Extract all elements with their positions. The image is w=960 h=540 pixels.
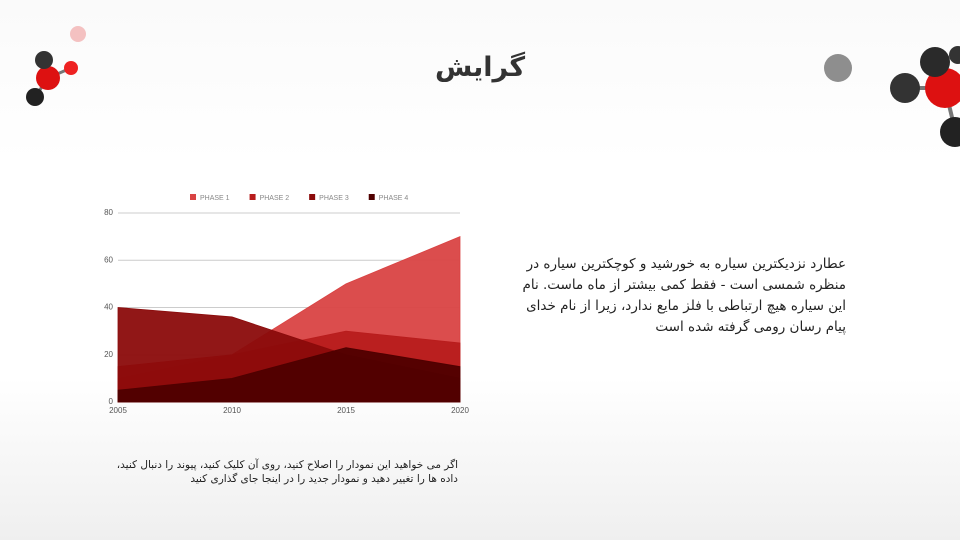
y-tick-label: 60 [104, 255, 113, 264]
molecule-right [824, 46, 960, 147]
legend-swatch [190, 194, 196, 200]
atom [36, 66, 60, 90]
legend-swatch [249, 194, 256, 200]
atom [35, 51, 53, 69]
legend-swatch [368, 194, 375, 200]
y-tick-label: 20 [104, 350, 113, 359]
x-tick-label: 2010 [223, 406, 241, 415]
atom [949, 46, 960, 64]
atom [64, 61, 78, 75]
molecule-left [26, 26, 86, 106]
legend-label: PHASE 3 [319, 195, 349, 202]
area-chart: 0 20 40 60 80 2005 2010 2015 2020 PHASE 1 PHASE 2 P… [104, 194, 469, 415]
atom [940, 117, 960, 147]
body-text: عطارد نزدیکترین سیاره به خورشید و کوچکتر… [522, 256, 846, 335]
legend-label: PHASE 2 [260, 195, 290, 202]
x-tick-label: 2015 [337, 406, 355, 415]
slide-title: گرایش [434, 52, 526, 83]
atom [920, 47, 950, 77]
x-tick-label: 2005 [109, 406, 127, 415]
blur-dot [824, 54, 852, 82]
legend-swatch [309, 194, 316, 200]
note-text: اگر می خواهید این نمودار را اصلاح کنید، … [116, 459, 458, 485]
legend-label: PHASE 1 [200, 195, 230, 202]
y-tick-label: 80 [104, 208, 113, 217]
x-tick-label: 2020 [451, 406, 469, 415]
atom [26, 88, 44, 106]
atom [890, 73, 920, 103]
y-tick-label: 40 [104, 303, 113, 312]
y-tick-label: 0 [109, 397, 114, 406]
area [117, 347, 461, 403]
blur-dot [70, 26, 86, 42]
legend-label: PHASE 4 [379, 195, 409, 202]
atom [925, 68, 960, 108]
